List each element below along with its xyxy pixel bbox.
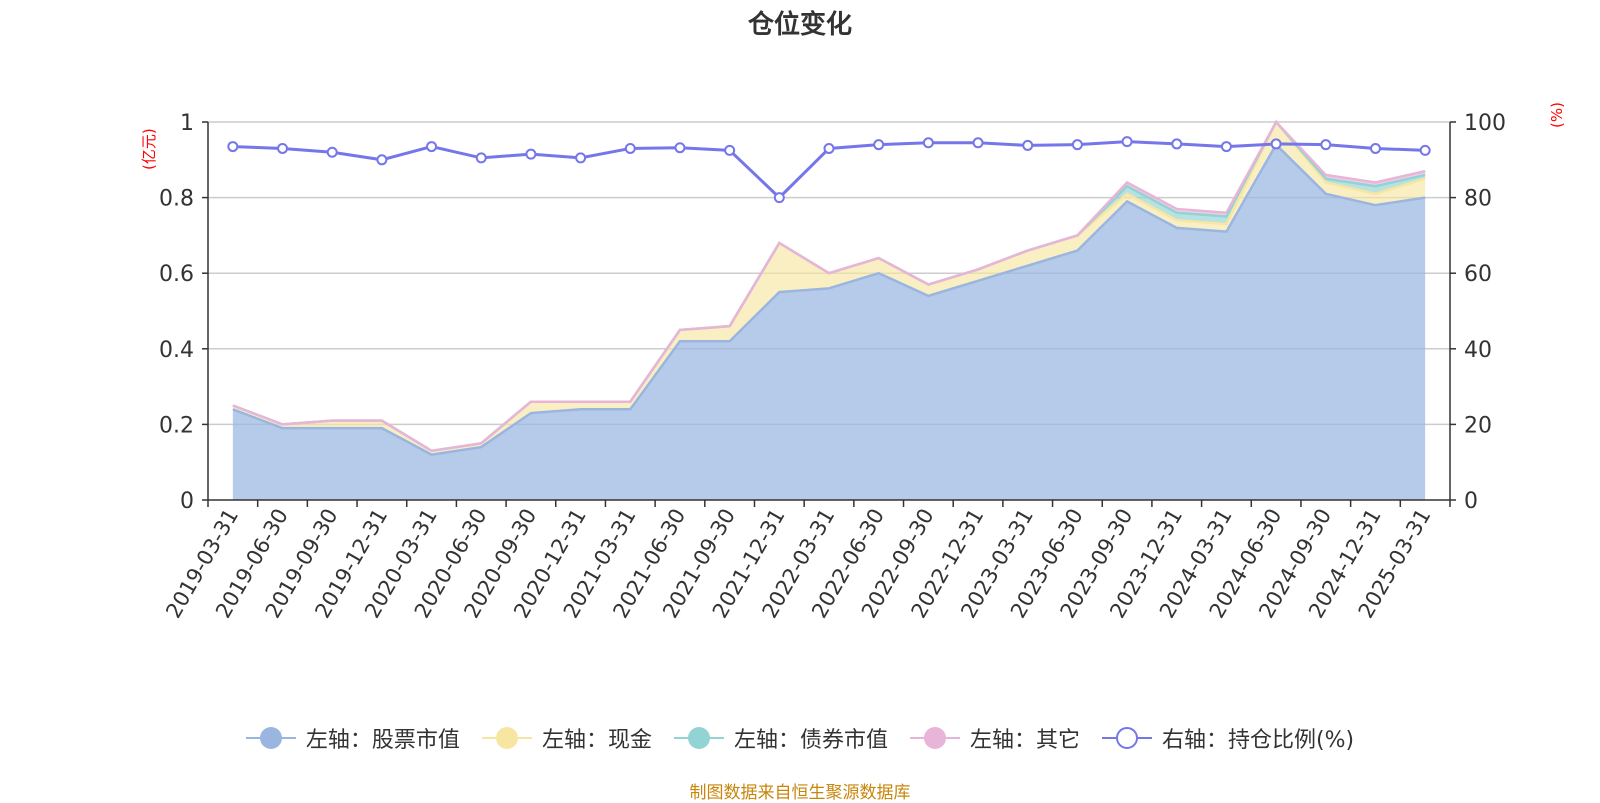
ratio-point [1171,138,1183,150]
ratio-point [972,137,984,149]
ratio-point [376,154,388,166]
area-edge-4 [232,119,1426,453]
legend-symbol [1101,726,1152,750]
area-edge-1 [232,142,1426,456]
y-right-tick-label: 100 [1464,111,1506,136]
legend-dot [923,727,946,749]
legend-label: 右轴：持仓比例(%) [1161,728,1355,753]
data-source-footer: 制图数据来自恒生聚源数据库 [689,783,911,803]
ratio-point [773,192,785,204]
y-left-tick-label: 0 [180,489,194,514]
ratio-point [426,141,438,153]
ratio-point [277,142,289,154]
legend-dot [259,727,282,749]
legend-item[interactable]: 左轴：债券市值 [673,722,888,754]
legend-label: 左轴：股票市值 [305,728,460,753]
ratio-point [823,142,835,154]
y-left-tick-label: 0.8 [159,187,194,212]
ratio-point [525,148,537,160]
ratio-point [873,139,885,151]
legend-dot [1115,727,1138,749]
chart-title: 仓位变化 [747,10,852,40]
legend-item[interactable]: 右轴：持仓比例(%) [1101,722,1355,754]
ratio-point [1121,136,1133,148]
legend-item[interactable]: 左轴：其它 [909,722,1080,754]
ratio-point [1220,141,1232,153]
ratio-point [1369,142,1381,154]
ratio-point [475,152,487,164]
y-right-tick-label: 80 [1464,187,1492,212]
legend-label: 左轴：现金 [541,728,652,753]
y-left-tick-label: 0.6 [159,262,194,287]
ratio-point [1071,139,1083,151]
ratio-point [674,142,686,154]
legend-symbol [673,726,724,750]
legend-item[interactable]: 左轴：现金 [481,722,652,754]
legend-item[interactable]: 左轴：股票市值 [245,722,460,754]
y-right-tick-label: 60 [1464,262,1492,287]
area-1 [232,144,1426,500]
ratio-point [326,146,338,158]
legend-dot [687,727,710,749]
ratio-point [1419,144,1431,156]
ratio-point [724,144,736,156]
ratio-point [1270,138,1282,150]
legend-label: 左轴：其它 [969,728,1080,753]
ratio-point [575,152,587,164]
y-left-tick-label: 1 [180,111,194,136]
ratio-point [1022,139,1034,151]
ratio-point [227,141,239,153]
y-right-tick-label: 40 [1464,338,1492,363]
legend-dot [495,727,518,749]
y-left-tick-label: 0.2 [159,413,194,438]
ratio-point [624,142,636,154]
legend-label: 左轴：债券市值 [733,728,888,753]
chart-legend: 左轴：股票市值 左轴：现金 左轴：债券市值 左轴：其它 右轴：持仓比例(%) [0,722,1600,754]
y-right-tick-label: 20 [1464,413,1492,438]
y-right-tick-label: 0 [1464,489,1478,514]
legend-symbol [481,726,532,750]
y-left-tick-label: 0.4 [159,338,194,363]
legend-symbol [909,726,960,750]
legend-symbol [245,726,296,750]
ratio-point [1320,139,1332,151]
ratio-point [922,137,934,149]
